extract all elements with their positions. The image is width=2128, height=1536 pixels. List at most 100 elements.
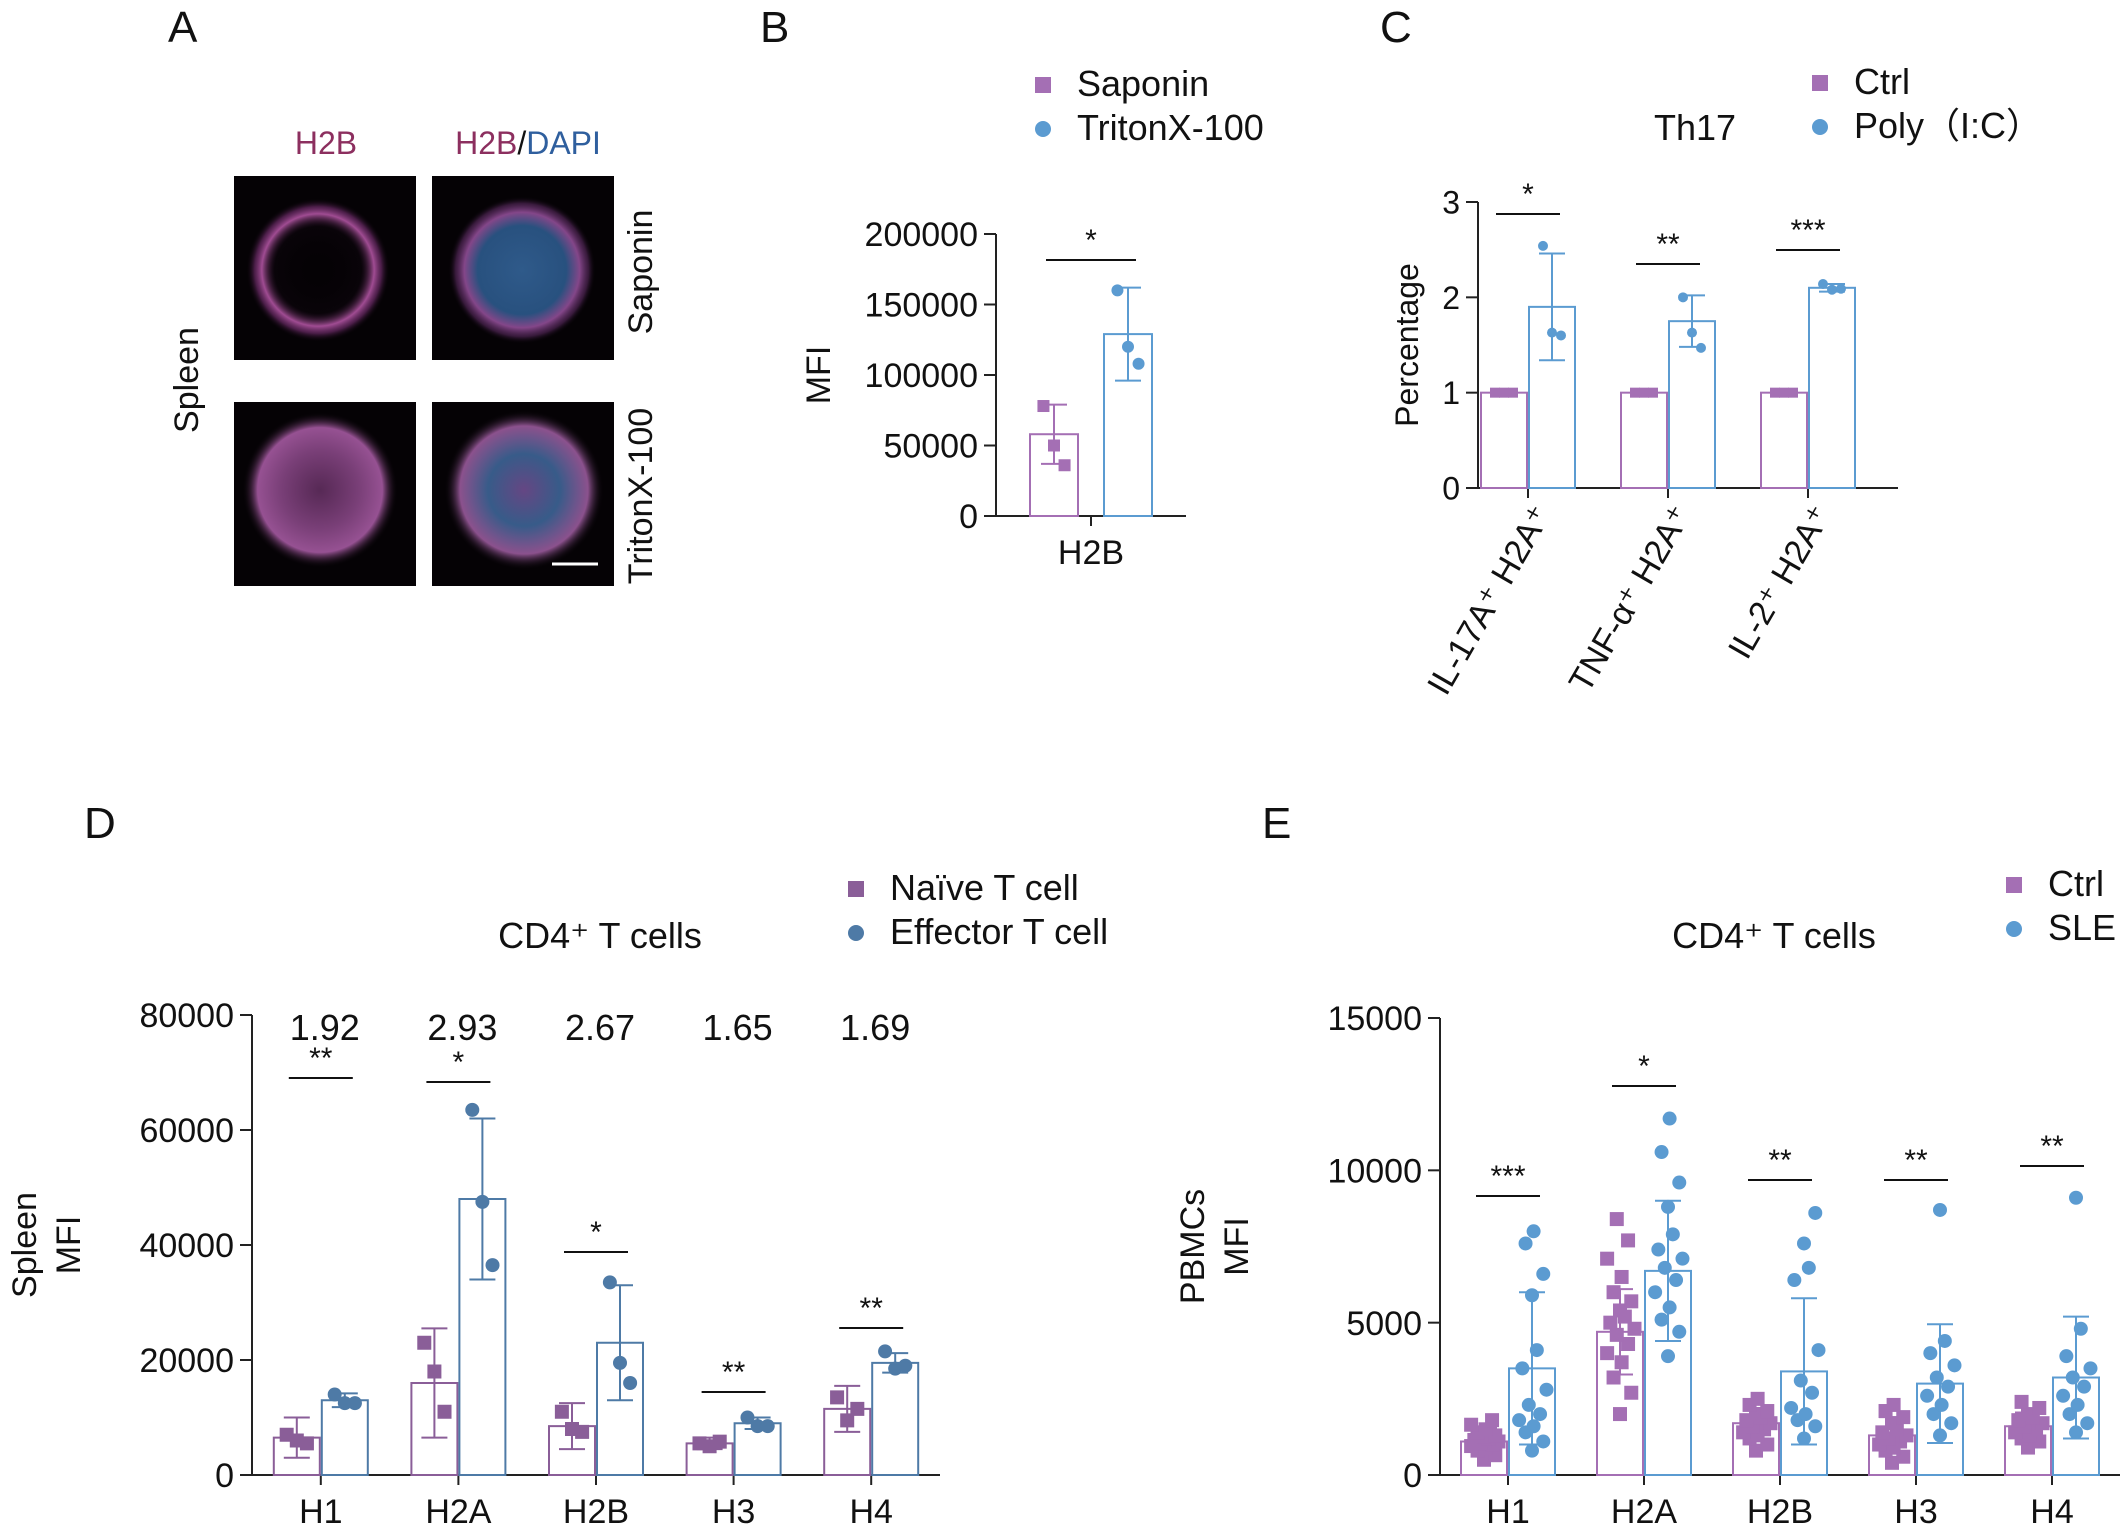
data-point-square <box>2021 1407 2035 1422</box>
data-point-circle <box>1556 330 1566 341</box>
y-axis-label: Percentage <box>1389 263 1425 427</box>
y-tick-label: 5000 <box>1346 1305 1422 1343</box>
data-point-circle <box>2056 1388 2071 1403</box>
data-point-circle <box>1678 292 1688 303</box>
y-tick-label: 0 <box>1442 471 1460 507</box>
cell-h2b-triton <box>242 412 398 568</box>
data-point-circle <box>1798 1407 1813 1422</box>
data-point-circle <box>1539 1382 1554 1397</box>
significance-stars: ** <box>1904 1144 1928 1177</box>
data-point-circle <box>2069 1425 2083 1440</box>
legend-marker-circle <box>848 925 864 941</box>
data-point-circle <box>1651 1242 1666 1257</box>
data-point-circle <box>1808 1419 1823 1434</box>
x-category-label: IL-2⁺ H2A⁺ <box>1721 499 1839 665</box>
y-axis-label: MFI <box>800 346 838 405</box>
x-category-label: H3 <box>712 1493 755 1531</box>
data-point-circle <box>1811 1343 1826 1358</box>
data-point-square <box>1606 1285 1621 1300</box>
significance-stars: *** <box>1490 1160 1525 1193</box>
data-point-square <box>1624 1385 1639 1400</box>
data-point-circle <box>1654 1145 1669 1160</box>
data-point-square <box>1464 1417 1479 1432</box>
panel-a-col2-label: H2B/DAPI <box>455 125 601 161</box>
data-point-square <box>2032 1400 2047 1415</box>
chart-title: CD4⁺ T cells <box>1672 915 1876 956</box>
y-tick-label: 3 <box>1442 185 1460 221</box>
data-point-square <box>1788 387 1798 398</box>
x-category-label: H2A <box>425 1493 491 1531</box>
data-point-circle <box>1521 1397 1536 1412</box>
data-point-square <box>1609 1327 1624 1342</box>
significance-stars: ** <box>860 1292 884 1325</box>
panel-a-col1-label: H2B <box>295 125 357 161</box>
data-point-circle <box>2070 1397 2085 1412</box>
y-axis-label-2: Spleen <box>6 1192 44 1298</box>
data-point-circle <box>1538 240 1548 251</box>
panel-a-row2-label: TritonX-100 <box>622 408 660 584</box>
data-point-circle <box>1805 1385 1820 1400</box>
data-point-square <box>840 1413 855 1428</box>
data-point-circle <box>1533 1407 1548 1422</box>
x-category-label: H2B <box>1058 534 1124 572</box>
data-point-square <box>1606 1370 1621 1385</box>
data-point-square <box>427 1364 442 1379</box>
x-category-label: H2B <box>1747 1493 1813 1531</box>
data-point-circle <box>2073 1321 2088 1336</box>
data-point-square <box>1614 1269 1629 1284</box>
data-point-circle <box>1801 1260 1816 1275</box>
data-point-circle <box>750 1419 765 1434</box>
data-point-circle <box>1654 1312 1669 1327</box>
bar <box>1480 391 1528 489</box>
data-point-circle <box>1525 1443 1539 1458</box>
data-point-circle <box>1515 1361 1530 1376</box>
data-point-circle <box>1662 1111 1677 1126</box>
data-point-square <box>1749 1443 1763 1458</box>
data-point-circle <box>1547 327 1557 338</box>
data-point-square <box>1624 1294 1639 1309</box>
legend-label: Naïve T cell <box>890 867 1079 908</box>
data-point-circle <box>1797 1236 1811 1251</box>
data-point-square <box>1621 1233 1636 1248</box>
data-point-circle <box>465 1102 480 1117</box>
data-point-square <box>1779 387 1789 398</box>
data-point-circle <box>878 1344 893 1359</box>
data-point-circle <box>347 1396 362 1411</box>
panel-a-microscopy: H2B H2B/DAPI Spleen Saponin TritonX-100 <box>168 125 660 586</box>
bar <box>1620 391 1668 489</box>
significance-stars: ** <box>2040 1130 2064 1163</box>
chart-b: 0 50000 100000 150000 200000 H2B * MFI SaponinTr… <box>800 63 1264 572</box>
data-point-circle <box>1687 327 1697 338</box>
data-point-circle <box>1808 1205 1823 1220</box>
legend-label: Effector T cell <box>890 911 1108 952</box>
data-point-circle <box>1512 1413 1527 1428</box>
legend-label: Saponin <box>1077 63 1209 104</box>
data-point-circle <box>1661 1349 1675 1364</box>
legend-label: SLE <box>2048 907 2116 948</box>
data-point-circle <box>1657 1260 1672 1275</box>
x-category-label: H2B <box>563 1493 629 1531</box>
y-tick-label: 40000 <box>139 1227 234 1265</box>
data-point-circle <box>475 1194 490 1209</box>
data-point-circle <box>1793 1373 1808 1388</box>
data-point-square <box>1490 387 1500 398</box>
data-point-circle <box>1944 1416 1959 1431</box>
y-tick-label: 20000 <box>139 1342 234 1380</box>
data-point-square <box>1609 1212 1624 1227</box>
legend-marker-square <box>2006 877 2022 893</box>
data-point-circle <box>623 1376 638 1390</box>
y-tick-label: 0 <box>1403 1457 1422 1495</box>
x-category-label: H3 <box>1894 1493 1937 1531</box>
data-point-circle <box>1923 1346 1938 1361</box>
panel-letter-a: A <box>168 3 198 52</box>
data-point-square <box>575 1424 590 1439</box>
fold-change-label: 1.69 <box>840 1007 910 1048</box>
data-point-circle <box>1536 1434 1551 1449</box>
data-point-circle <box>1526 1419 1541 1434</box>
data-point-circle <box>2059 1349 2074 1364</box>
data-point-square <box>437 1404 452 1419</box>
data-point-square <box>1639 387 1649 398</box>
data-point-square <box>1885 1416 1899 1431</box>
y-tick-label: 60000 <box>139 1112 234 1150</box>
fold-change-label: 2.67 <box>565 1007 635 1048</box>
